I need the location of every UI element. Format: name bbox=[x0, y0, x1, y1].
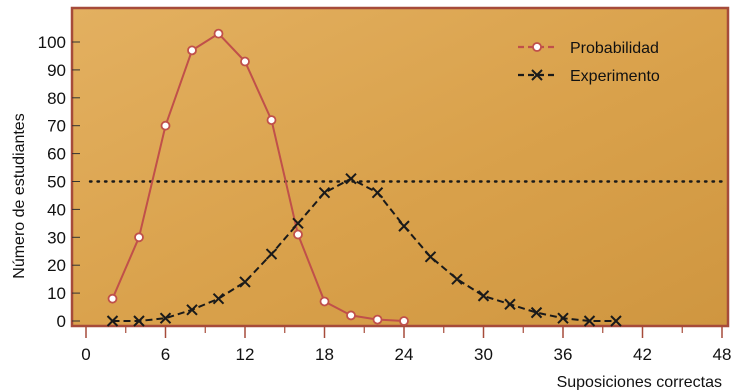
legend: Probabilidad Experimento bbox=[518, 40, 660, 85]
x-tick-label: 48 bbox=[713, 345, 732, 364]
data-point bbox=[133, 315, 145, 327]
y-tick-label: 20 bbox=[47, 256, 66, 275]
data-point bbox=[240, 56, 250, 67]
data-point bbox=[213, 28, 224, 39]
data-point bbox=[398, 220, 410, 232]
y-tick-label: 100 bbox=[38, 33, 66, 52]
data-point bbox=[346, 310, 356, 321]
series-experimento bbox=[106, 173, 622, 327]
x-tick-label: 36 bbox=[554, 345, 573, 364]
data-point bbox=[134, 232, 144, 243]
y-tick-label: 70 bbox=[47, 117, 66, 136]
data-point bbox=[424, 251, 437, 263]
data-point bbox=[265, 248, 278, 260]
data-point bbox=[477, 290, 490, 302]
x-tick-label: 0 bbox=[81, 345, 90, 364]
data-point bbox=[610, 315, 622, 327]
x-axis-title: Suposiciones correctas bbox=[557, 374, 722, 390]
data-point bbox=[530, 306, 543, 319]
y-tick-label: 0 bbox=[57, 312, 66, 331]
y-tick-label: 60 bbox=[47, 145, 66, 164]
data-point bbox=[451, 273, 463, 285]
data-point bbox=[266, 115, 277, 126]
data-point bbox=[293, 229, 303, 240]
data-point bbox=[239, 276, 251, 288]
data-point bbox=[292, 217, 304, 230]
data-point bbox=[399, 316, 409, 326]
plot-background bbox=[70, 6, 730, 328]
data-point bbox=[319, 296, 330, 307]
x-tick-label: 42 bbox=[633, 345, 652, 364]
x-tick-label: 30 bbox=[474, 345, 493, 364]
data-point bbox=[159, 312, 172, 324]
y-tick-label: 40 bbox=[47, 200, 66, 219]
data-point bbox=[504, 298, 516, 310]
data-point bbox=[107, 293, 118, 304]
legend-label-experimento: Experimento bbox=[570, 68, 660, 85]
data-point bbox=[557, 312, 569, 324]
data-point bbox=[186, 304, 198, 316]
series-probabilidad bbox=[107, 28, 409, 326]
data-point bbox=[372, 314, 383, 325]
x-tick-label: 24 bbox=[395, 345, 414, 364]
axis-layer: 0 10 20 30 40 50 60 70 80 90 100 0 6 12 18 24 30 36 42 48 bbox=[38, 33, 732, 364]
data-point bbox=[160, 120, 171, 131]
data-point bbox=[371, 186, 384, 199]
y-tick-label: 50 bbox=[47, 173, 66, 192]
data-point bbox=[318, 186, 331, 199]
data-point bbox=[212, 292, 225, 305]
x-tick-label: 12 bbox=[236, 345, 255, 364]
data-point bbox=[583, 315, 596, 327]
y-tick-label: 30 bbox=[47, 228, 66, 247]
y-tick-label: 90 bbox=[47, 61, 66, 80]
legend-label-probabilidad: Probabilidad bbox=[570, 40, 659, 57]
data-point bbox=[345, 173, 357, 185]
data-point bbox=[187, 45, 197, 56]
data-point bbox=[106, 315, 119, 327]
y-tick-label: 10 bbox=[47, 284, 66, 303]
x-tick-label: 18 bbox=[315, 345, 334, 364]
series-line bbox=[112, 177, 616, 322]
legend-marker-probabilidad bbox=[532, 42, 542, 52]
x-tick-label: 6 bbox=[161, 345, 170, 364]
y-tick-label: 80 bbox=[47, 89, 66, 108]
legend-marker-experimento bbox=[531, 69, 543, 81]
y-axis-title: Número de estudiantes bbox=[11, 113, 28, 278]
series-layer bbox=[106, 28, 622, 327]
